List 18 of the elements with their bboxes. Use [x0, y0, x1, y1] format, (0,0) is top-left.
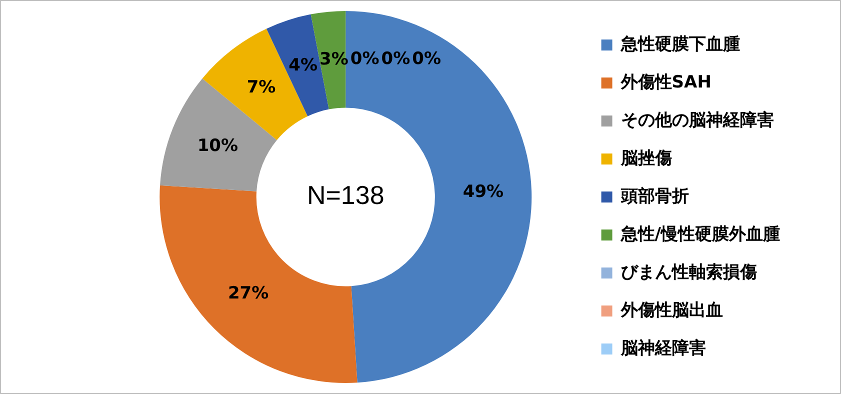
legend-label: 外傷性脳出血	[620, 300, 723, 320]
text: 0%	[381, 48, 410, 69]
text: N=138	[306, 180, 384, 210]
data-label: 4%	[288, 56, 318, 76]
legend-label: 頭部骨折	[620, 186, 689, 206]
legend-label: 急性硬膜下血腫	[620, 34, 740, 54]
text: 0%	[412, 48, 442, 69]
legend-label: 外傷性SAH	[620, 72, 712, 92]
legend-label: びまん性軸索損傷	[620, 262, 757, 282]
legend-label: その他の脳神経障害	[620, 110, 774, 130]
data-label: 49%	[462, 182, 504, 202]
data-label: 7%	[246, 78, 276, 98]
data-label: 10%	[197, 136, 238, 156]
data-label: 27%	[228, 284, 269, 304]
text: 0%	[350, 48, 380, 69]
legend-label: 脳神経障害	[620, 338, 706, 358]
legend-label: 脳挫傷	[620, 148, 672, 168]
legend-label: 急性/慢性硬膜外血腫	[620, 224, 780, 244]
